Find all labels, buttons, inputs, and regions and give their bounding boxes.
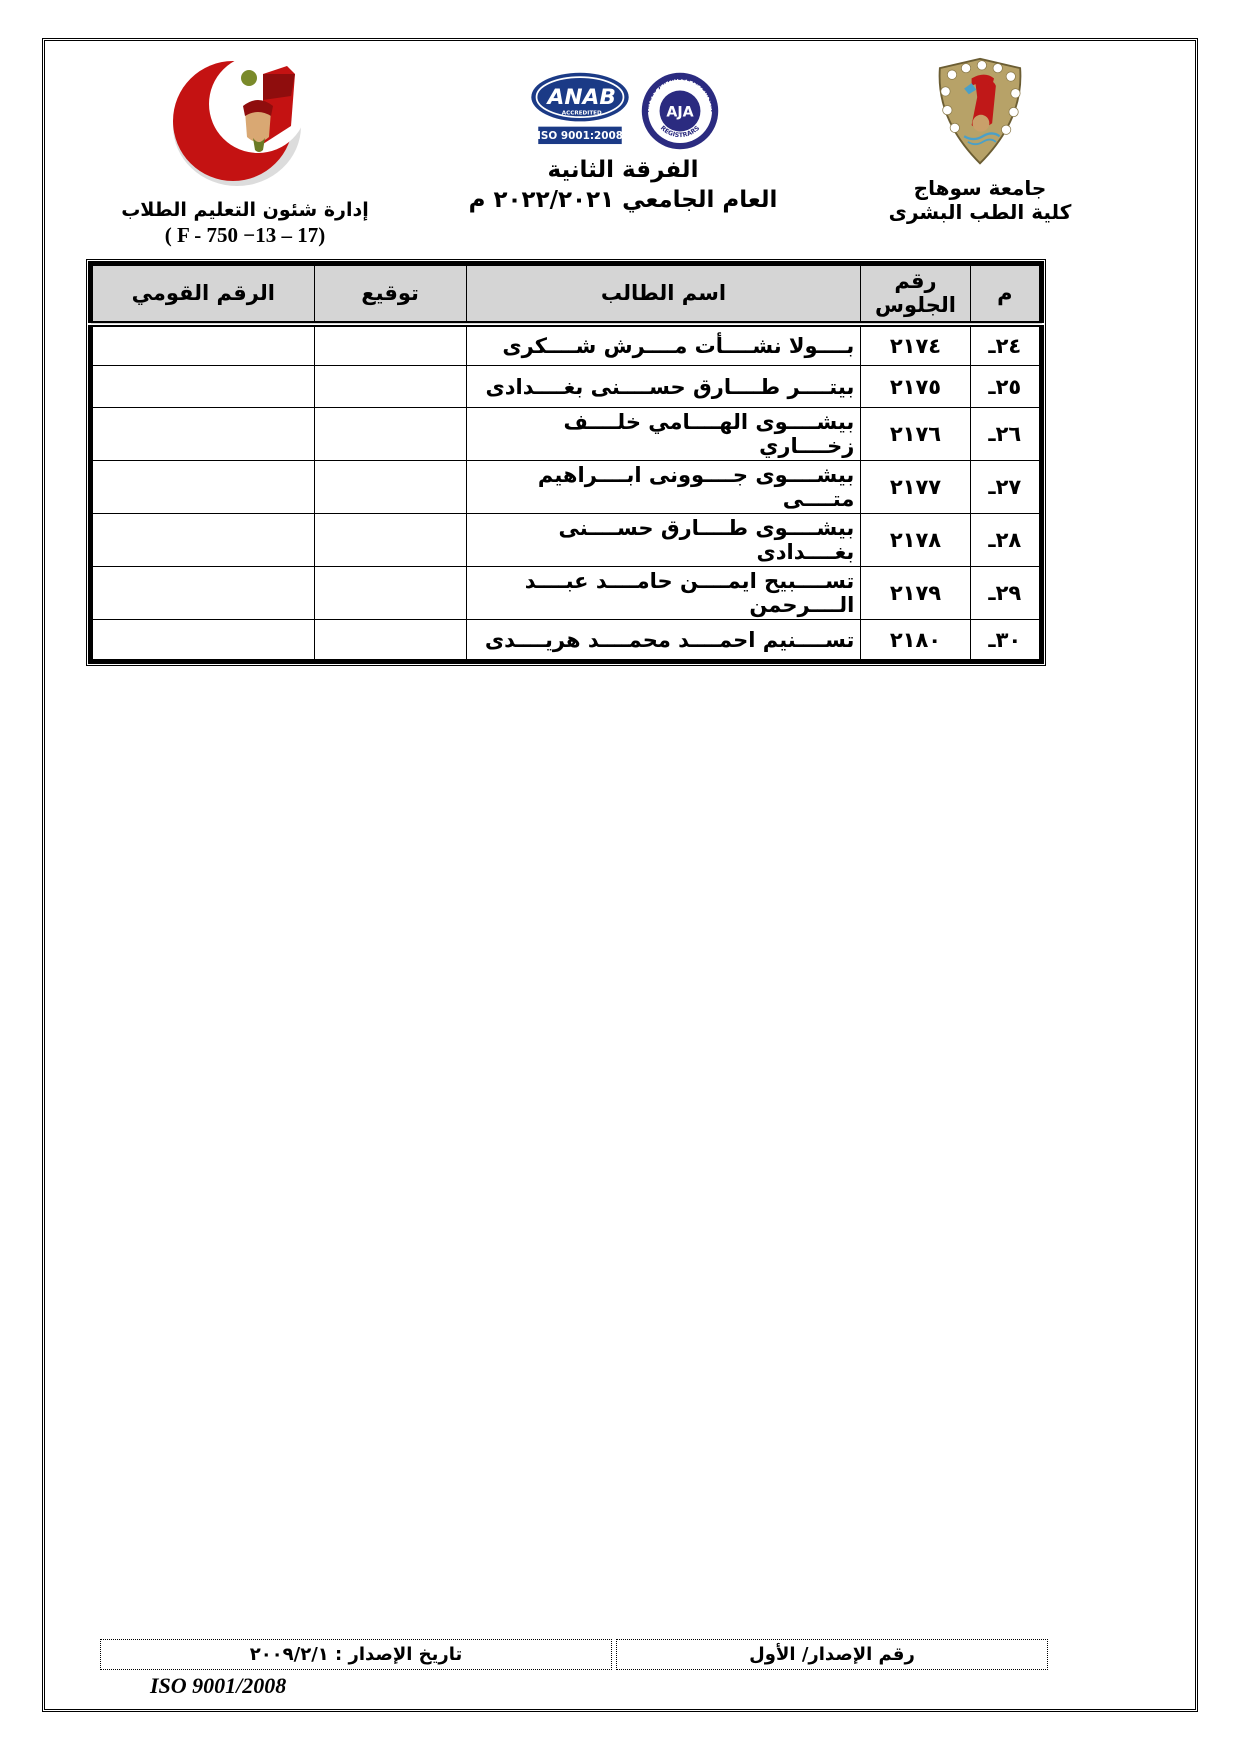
- issue-number-box: رقم الإصدار/ الأول: [616, 1639, 1048, 1670]
- national-id-cell: [90, 323, 315, 366]
- row-number: ٢٩ـ: [969, 566, 1043, 620]
- signature-cell: [313, 407, 467, 461]
- col-header-seat-number: رقم الجلوس: [860, 263, 971, 327]
- col-header-national-id: الرقم القومي: [90, 263, 315, 327]
- seat-number: ٢١٧٩: [860, 566, 971, 620]
- iso-standard-label: ISO 9001/2008: [150, 1673, 287, 1698]
- academic-year-title: العام الجامعي ٢٠٢٢/٢٠٢١ م: [468, 187, 778, 213]
- seat-number: ٢١٧٤: [860, 323, 971, 366]
- department-label: إدارة شئون التعليم الطلاب: [121, 199, 369, 221]
- header-center-block: ANAB ACCREDITED ISO 9001:2008 ANGLO JAPA…: [433, 71, 813, 213]
- header-right-block: جامعة سوهاج كلية الطب البشرى: [835, 56, 1125, 224]
- national-id-cell: [90, 365, 315, 408]
- row-number: ٢٥ـ: [969, 365, 1043, 408]
- row-number: ٢٤ـ: [969, 323, 1043, 366]
- university-shield-logo: [938, 57, 1022, 165]
- table-row: ٢٩ـ ٢١٧٩ تســــبيح ايمــــن حامــــد عبـ…: [90, 566, 1043, 620]
- table-header-row: م رقم الجلوس اسم الطالب توقيع الرقم القو…: [90, 263, 1043, 327]
- student-name: بيشــــوى جــــوونى ابــــراهيم متــــى: [465, 460, 862, 514]
- row-number: ٢٦ـ: [969, 407, 1043, 461]
- student-name: بــــولا نشــــأت مــــرش شــــكرى: [465, 323, 862, 366]
- page-border-frame: إدارة شئون التعليم الطلاب ( F - 750 −13 …: [42, 38, 1198, 1712]
- anab-label: ANAB: [546, 85, 616, 110]
- student-name: تســــنيم احمــــد محمــــد هريــــدى: [465, 619, 862, 662]
- table-row: ٢٤ـ ٢١٧٤ بــــولا نشــــأت مــــرش شــــ…: [90, 323, 1043, 366]
- signature-cell: [313, 365, 467, 408]
- students-table: م رقم الجلوس اسم الطالب توقيع الرقم القو…: [86, 259, 1046, 666]
- national-id-cell: [90, 513, 315, 567]
- signature-cell: [313, 323, 467, 366]
- row-number: ٣٠ـ: [969, 619, 1043, 662]
- student-name: بيتــــر طــــارق حســــنى بغــــدادى: [465, 365, 862, 408]
- student-name: بيشــــوى طــــارق حســــنى بغــــدادى: [465, 513, 862, 567]
- student-name: بيشــــوى الهــــامي خلــــف زخــــاري: [465, 407, 862, 461]
- table-row: ٢٦ـ ٢١٧٦ بيشــــوى الهــــامي خلــــف زخ…: [90, 407, 1043, 461]
- national-id-cell: [90, 619, 315, 662]
- grade-title: الفرقة الثانية: [547, 157, 699, 183]
- col-header-student-name: اسم الطالب: [465, 263, 862, 327]
- header-left-block: إدارة شئون التعليم الطلاب ( F - 750 −13 …: [100, 55, 390, 248]
- seat-number: ٢١٧٦: [860, 407, 971, 461]
- signature-cell: [313, 619, 467, 662]
- table-row: ٢٧ـ ٢١٧٧ بيشــــوى جــــوونى ابــــراهيم…: [90, 460, 1043, 514]
- national-id-cell: [90, 407, 315, 461]
- signature-cell: [313, 566, 467, 620]
- national-id-cell: [90, 566, 315, 620]
- seat-number: ٢١٨٠: [860, 619, 971, 662]
- form-code: ( F - 750 −13 – 17): [164, 223, 326, 247]
- seat-number: ٢١٧٧: [860, 460, 971, 514]
- issue-date-box: تاريخ الإصدار : ٢٠٠٩/٢/١: [100, 1639, 612, 1670]
- row-number: ٢٨ـ: [969, 513, 1043, 567]
- col-header-signature: توقيع: [313, 263, 467, 327]
- anab-accredited-label: ACCREDITED: [562, 110, 602, 116]
- students-table-wrap: م رقم الجلوس اسم الطالب توقيع الرقم القو…: [86, 259, 1046, 666]
- seat-number: ٢١٧٨: [860, 513, 971, 567]
- university-name: جامعة سوهاج: [913, 176, 1047, 200]
- anab-iso-logo: ANAB ACCREDITED ISO 9001:2008: [531, 72, 629, 145]
- table-row: ٢٨ـ ٢١٧٨ بيشــــوى طــــارق حســــنى بغـ…: [90, 513, 1043, 567]
- aja-label: AJA: [666, 104, 693, 120]
- faculty-crescent-logo: [173, 55, 307, 186]
- student-name: تســــبيح ايمــــن حامــــد عبــــد الــ…: [465, 566, 862, 620]
- signature-cell: [313, 513, 467, 567]
- row-number: ٢٧ـ: [969, 460, 1043, 514]
- anab-iso-label: ISO 9001:2008: [537, 130, 623, 142]
- signature-cell: [313, 460, 467, 514]
- table-row: ٣٠ـ ٢١٨٠ تســــنيم احمــــد محمــــد هري…: [90, 619, 1043, 662]
- national-id-cell: [90, 460, 315, 514]
- table-row: ٢٥ـ ٢١٧٥ بيتــــر طــــارق حســــنى بغــ…: [90, 365, 1043, 408]
- certification-logos: ANAB ACCREDITED ISO 9001:2008 ANGLO JAPA…: [433, 71, 813, 151]
- faculty-name: كلية الطب البشرى: [888, 200, 1072, 224]
- seat-number: ٢١٧٥: [860, 365, 971, 408]
- col-header-no: م: [969, 263, 1043, 327]
- aja-registrars-logo: ANGLO JAPANESE AMERICAN REGISTRARS AJA: [641, 72, 719, 150]
